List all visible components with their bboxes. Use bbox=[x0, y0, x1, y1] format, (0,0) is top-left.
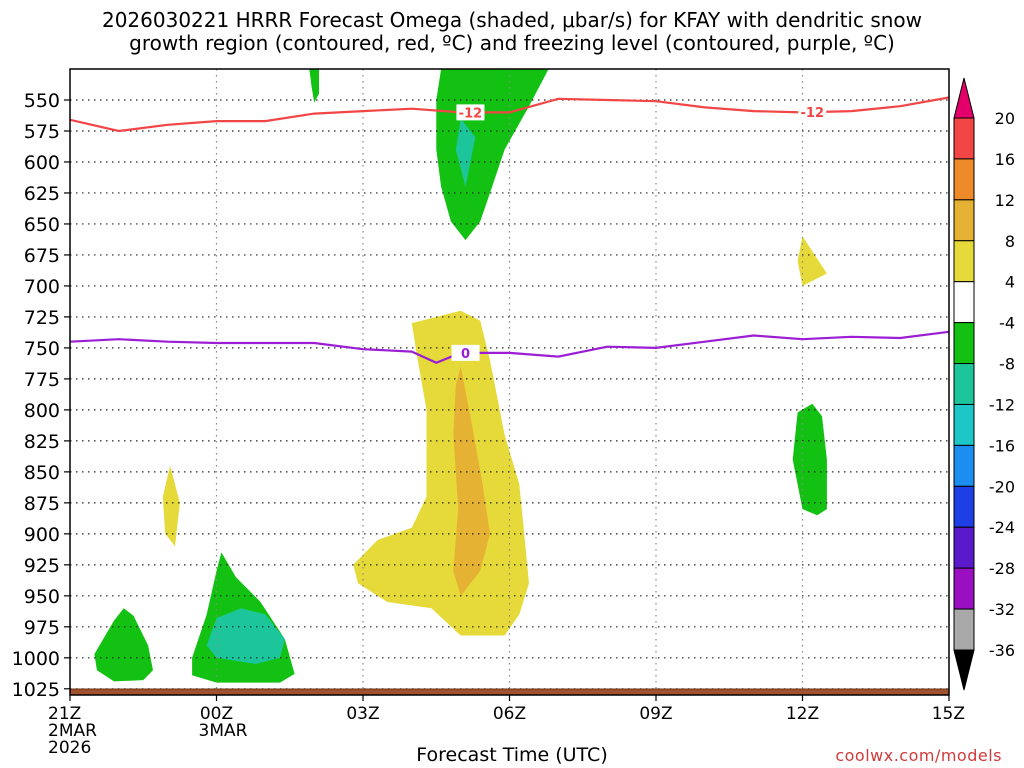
colorbar-label-1: 16 bbox=[995, 150, 1015, 169]
y-tick-label-625: 625 bbox=[24, 183, 60, 205]
plot-content: -12 -12 0 bbox=[70, 69, 949, 695]
colorbar-swatch-10 bbox=[954, 527, 974, 568]
y-tick-label-975: 975 bbox=[24, 617, 60, 639]
colorbar-label-2: 12 bbox=[995, 191, 1015, 210]
contour-label-0-0: -12 bbox=[459, 106, 483, 121]
colorbar-swatch-12 bbox=[954, 609, 974, 650]
colorbar-label-8: -16 bbox=[989, 436, 1015, 455]
colorbar-label-5: -4 bbox=[999, 314, 1015, 333]
y-tick-label-925: 925 bbox=[24, 555, 60, 577]
time-height-chart: -12 -120 55057560062565067570072575077580… bbox=[0, 0, 1024, 768]
y-tick-label-700: 700 bbox=[24, 276, 60, 298]
colorbar-swatch-4 bbox=[954, 282, 974, 323]
x-tick-label-6-0: 03Z bbox=[346, 704, 379, 724]
colorbar-swatch-9 bbox=[954, 486, 974, 527]
colorbar-bottom-arrow bbox=[954, 650, 974, 690]
colorbar-label-3: 8 bbox=[1005, 232, 1015, 251]
y-tick-label-775: 775 bbox=[24, 369, 60, 391]
colorbar-swatch-11 bbox=[954, 568, 974, 609]
y-tick-label-650: 650 bbox=[24, 214, 60, 236]
colorbar-label-13: -36 bbox=[989, 641, 1015, 660]
colorbar-swatch-7 bbox=[954, 404, 974, 445]
colorbar-swatch-2 bbox=[954, 200, 974, 241]
colorbar-swatch-8 bbox=[954, 445, 974, 486]
omega-region-4 bbox=[436, 69, 548, 240]
omega-region-6 bbox=[793, 404, 827, 516]
x-tick-label-9-0: 06Z bbox=[493, 704, 526, 724]
y-tick-label-750: 750 bbox=[24, 338, 60, 360]
y-tick-label-800: 800 bbox=[24, 400, 60, 422]
colorbar-swatch-5 bbox=[954, 323, 974, 364]
omega-region-9 bbox=[353, 311, 529, 636]
colorbar-label-10: -24 bbox=[989, 518, 1015, 537]
omega-region-0 bbox=[94, 608, 153, 681]
y-tick-label-950: 950 bbox=[24, 586, 60, 608]
colorbar-swatch-6 bbox=[954, 364, 974, 405]
contour-label-1-0: 0 bbox=[461, 347, 470, 362]
y-tick-label-725: 725 bbox=[24, 307, 60, 329]
y-tick-label-600: 600 bbox=[24, 152, 60, 174]
colorbar-label-0: 20 bbox=[995, 109, 1015, 128]
y-tick-label-875: 875 bbox=[24, 493, 60, 515]
colorbar: 20 16 12 8 4 -4 -8 -12 -16 -20 -24 -28 -32 -36 bbox=[954, 78, 1015, 690]
y-tick-label-1025: 1025 bbox=[12, 679, 60, 701]
colorbar-swatch-1 bbox=[954, 159, 974, 200]
y-tick-label-900: 900 bbox=[24, 524, 60, 546]
x-tick-label-15-0: 12Z bbox=[786, 704, 819, 724]
contour-label-0-1: -12 bbox=[801, 106, 825, 121]
x-tick-label-18-0: 15Z bbox=[932, 704, 965, 724]
surface-strip bbox=[70, 689, 949, 695]
colorbar-label-4: 4 bbox=[1005, 273, 1015, 292]
y-tick-label-575: 575 bbox=[24, 121, 60, 143]
plot-area: -12 -12 0 bbox=[70, 69, 949, 695]
colorbar-label-12: -32 bbox=[989, 600, 1015, 619]
colorbar-swatch-3 bbox=[954, 241, 974, 282]
x-tick-label-12-0: 09Z bbox=[639, 704, 672, 724]
colorbar-top-arrow bbox=[954, 78, 974, 118]
colorbar-label-6: -8 bbox=[999, 355, 1015, 374]
colorbar-label-7: -12 bbox=[989, 395, 1015, 414]
credit-link[interactable]: coolwx.com/models bbox=[835, 746, 1002, 765]
x-tick-label-3-1: 3MAR bbox=[199, 721, 248, 741]
colorbar-swatch-0 bbox=[954, 118, 974, 159]
omega-region-3 bbox=[309, 69, 319, 103]
y-tick-label-825: 825 bbox=[24, 431, 60, 453]
colorbar-label-9: -20 bbox=[989, 477, 1015, 496]
omega-region-8 bbox=[163, 466, 180, 547]
y-tick-label-1000: 1000 bbox=[12, 648, 60, 670]
y-tick-label-675: 675 bbox=[24, 245, 60, 267]
y-tick-label-850: 850 bbox=[24, 462, 60, 484]
y-tick-label-550: 550 bbox=[24, 90, 60, 112]
colorbar-label-11: -28 bbox=[989, 559, 1015, 578]
